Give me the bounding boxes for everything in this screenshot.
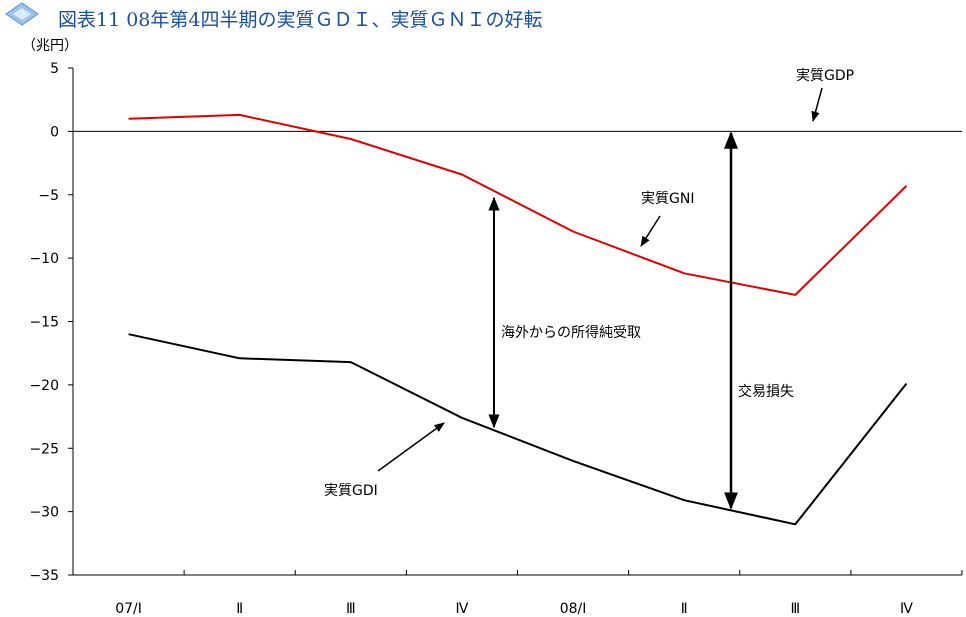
- x-tick-label: 08/Ⅰ: [560, 601, 587, 617]
- x-tick-label: Ⅳ: [900, 601, 913, 617]
- gdi-label-arrow: [377, 422, 445, 472]
- x-tick-label: Ⅱ: [681, 601, 688, 617]
- x-tick-label: Ⅲ: [790, 601, 800, 617]
- annotation-trading-loss: 交易損失: [738, 383, 794, 400]
- x-tick-label: 07/Ⅰ: [115, 601, 142, 617]
- title-diamond-icon: [5, 2, 39, 26]
- x-ticks: 07/Ⅰ Ⅱ Ⅲ Ⅳ 08/Ⅰ Ⅱ Ⅲ Ⅳ: [72, 570, 963, 617]
- series-label-real-gdi: 実質GDI: [324, 483, 378, 499]
- annotation-net-income-from-abroad: 海外からの所得純受取: [501, 324, 641, 341]
- series-line-real-gni: [128, 113, 908, 296]
- y-tick-label: −25: [29, 441, 59, 457]
- y-tick-label: −35: [29, 568, 59, 584]
- x-tick-label: Ⅲ: [346, 601, 356, 617]
- series-layer: [73, 113, 962, 526]
- chart-title: 図表11 08年第4四半期の実質ＧＤＩ、実質ＧＮＩの好転: [58, 9, 542, 31]
- y-ticks: 5 0 −5 −10 −15 −20 −25 −30 −35: [29, 61, 73, 584]
- y-axis-unit-label: （兆円）: [22, 38, 78, 54]
- series-label-real-gni: 実質GNI: [641, 191, 694, 207]
- y-tick-label: −20: [29, 378, 59, 394]
- x-tick-label: Ⅱ: [236, 601, 243, 617]
- x-tick-label: Ⅳ: [455, 601, 468, 617]
- y-tick-label: 0: [50, 124, 59, 140]
- gni-label-arrow: [640, 215, 661, 247]
- y-tick-label: 5: [50, 61, 59, 77]
- series-label-real-gdp: 実質GDP: [796, 68, 854, 84]
- y-tick-label: −10: [29, 251, 59, 267]
- y-tick-label: −15: [29, 315, 59, 331]
- y-tick-label: −5: [38, 188, 59, 204]
- y-tick-label: −30: [29, 505, 59, 521]
- gdp-label-arrow: [811, 87, 823, 123]
- series-line-real-gdi: [128, 333, 908, 526]
